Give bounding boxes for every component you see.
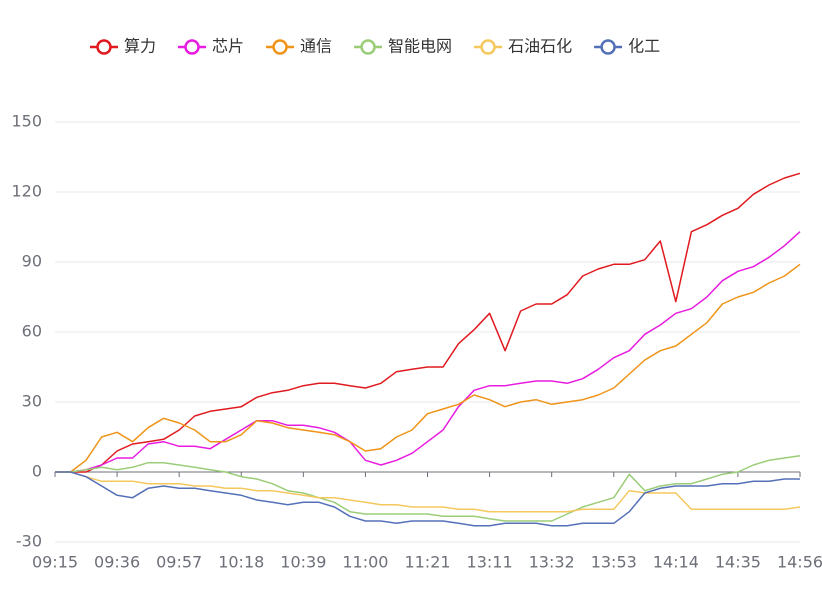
series-line [55,172,801,473]
legend-label: 石油石化 [508,37,572,56]
x-tick-label: 09:15 [32,553,78,572]
y-tick-label: -30 [16,532,42,551]
legend-icon [600,39,616,55]
x-tick-label: 14:56 [777,553,822,572]
series-line [55,471,800,527]
legend-label: 芯片 [212,37,244,56]
legend-icon [184,39,200,55]
x-tick-label: 09:57 [156,553,202,572]
series-line [55,454,801,522]
legend-label: 智能电网 [388,37,452,56]
y-tick-label: 120 [11,182,42,201]
x-tick-label: 09:36 [94,553,140,572]
series-line [55,231,801,473]
x-tick-label: 13:32 [529,553,575,572]
y-tick-label: 0 [32,462,42,481]
y-tick-label: 60 [22,322,42,341]
x-tick-label: 10:18 [218,553,264,572]
legend-label: 算力 [124,37,156,56]
x-tick-label: 14:14 [653,553,699,572]
legend-label: 通信 [300,37,332,56]
x-tick-label: 13:11 [467,553,513,572]
y-tick-label: 150 [11,112,42,131]
x-tick-label: 11:00 [342,553,388,572]
legend-icon [480,39,496,55]
series-line [55,263,801,473]
series-line [55,471,801,513]
legend-icon [272,39,288,55]
x-tick-label: 10:39 [280,553,326,572]
legend-label: 化工 [628,37,660,56]
legend-icon [96,39,112,55]
x-tick-label: 13:53 [591,553,637,572]
legend-icon [360,39,376,55]
y-tick-label: 30 [22,392,42,411]
y-tick-label: 90 [22,252,42,271]
x-tick-label: 11:21 [404,553,450,572]
x-tick-label: 14:35 [715,553,761,572]
